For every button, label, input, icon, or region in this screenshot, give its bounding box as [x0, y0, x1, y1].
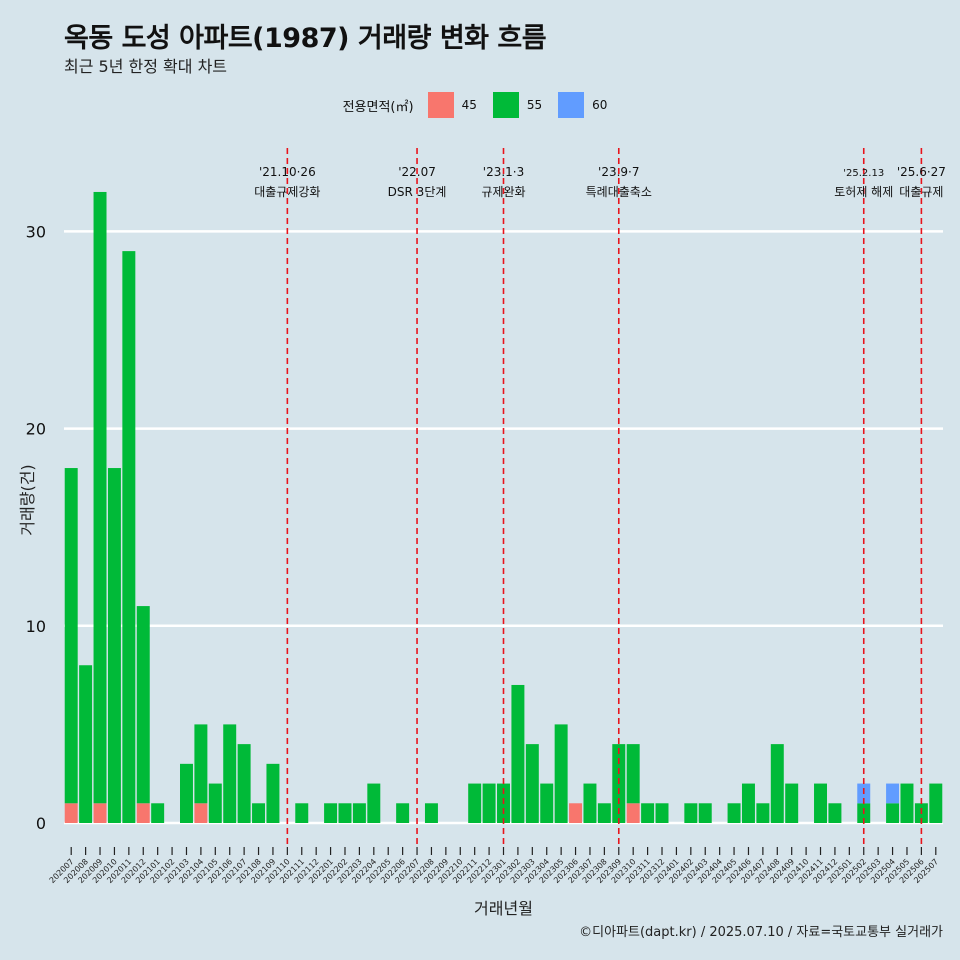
y-tick-label: 0: [36, 814, 46, 833]
y-tick-label: 20: [26, 420, 46, 439]
legend-swatch-55: [492, 92, 519, 118]
legend-label-45: 45: [461, 98, 477, 112]
event-desc-label: 대출규제강화: [254, 185, 320, 199]
bar-202007-45: [64, 803, 78, 823]
bar-202204-55: [367, 783, 381, 823]
legend-title: 전용면적(㎡): [342, 99, 414, 115]
bar-202104-45: [194, 803, 208, 823]
source-caption: ©디아파트(dapt.kr) / 2025.07.10 / 자료=국토교통부 실…: [579, 925, 943, 940]
bar-202407-55: [756, 803, 770, 823]
bar-202308-55: [597, 803, 611, 823]
bar-202202-55: [338, 803, 352, 823]
bar-202011-55: [122, 251, 136, 823]
event-date-label: '21.10·26: [259, 165, 316, 179]
bar-202009-55: [93, 191, 107, 804]
event-date-label: '22.07: [398, 165, 436, 179]
event-desc-label: 특례대출축소: [586, 185, 652, 199]
event-date-label: '23.1·3: [483, 165, 524, 179]
bar-202302-55: [511, 684, 525, 823]
bar-202111-55: [295, 803, 309, 823]
bar-202306-45: [569, 803, 583, 823]
bar-202412-55: [828, 803, 842, 823]
bar-202106-55: [223, 724, 237, 823]
legend-swatch-60: [558, 92, 585, 118]
event-desc-label: 대출규제: [899, 185, 943, 199]
bar-202107-55: [237, 744, 251, 823]
bar-202009-45: [93, 803, 107, 823]
bar-202206-55: [396, 803, 410, 823]
bar-202109-55: [266, 763, 280, 823]
x-axis-title: 거래년월: [474, 899, 533, 918]
event-date-label: '25.2.13: [843, 168, 884, 179]
y-tick-label: 10: [26, 617, 46, 636]
bar-202405-55: [727, 803, 741, 823]
legend: 전용면적(㎡) 45 55 60: [0, 92, 960, 118]
bar-202008-55: [79, 665, 93, 823]
legend-item-60: 60: [558, 92, 607, 118]
bar-202108-55: [252, 803, 266, 823]
bar-202304-55: [540, 783, 554, 823]
event-desc-label: 토허제 해제: [834, 185, 893, 199]
legend-item-45: 45: [427, 92, 477, 118]
legend-label-60: 60: [592, 98, 608, 112]
bar-202101-55: [151, 803, 165, 823]
bar-202103-55: [179, 763, 193, 823]
bar-202406-55: [741, 783, 755, 823]
bar-202303-55: [525, 744, 539, 823]
bar-202203-55: [352, 803, 366, 823]
bar-202211-55: [468, 783, 482, 823]
bar-202104-55: [194, 724, 208, 804]
bar-202012-55: [136, 606, 150, 804]
event-desc-label: 규제완화: [481, 185, 525, 199]
bar-202307-55: [583, 783, 597, 823]
y-tick-label: 30: [26, 222, 46, 241]
legend-swatch-45: [427, 92, 454, 118]
bar-202310-45: [626, 803, 640, 823]
bar-202504-60: [886, 783, 900, 804]
event-date-label: '25.6·27: [897, 165, 946, 179]
bar-202408-55: [770, 744, 784, 823]
legend-item-55: 55: [492, 92, 543, 118]
bar-202012-45: [136, 803, 150, 823]
bar-202505-55: [900, 783, 914, 823]
bar-202504-55: [886, 803, 900, 823]
bar-202403-55: [698, 803, 712, 823]
bar-202411-55: [814, 783, 828, 823]
bar-202507-55: [929, 783, 943, 823]
legend-label-55: 55: [526, 98, 543, 112]
bar-202007-55: [64, 468, 78, 804]
bar-202010-55: [107, 468, 121, 823]
bar-202310-55: [626, 744, 640, 804]
bar-202208-55: [424, 803, 438, 823]
bar-202305-55: [554, 724, 568, 823]
bar-202402-55: [684, 803, 698, 823]
chart-subtitle: 최근 5년 한정 확대 차트: [64, 57, 228, 76]
bar-202212-55: [482, 783, 496, 823]
chart-title: 옥동 도성 아파트(1987) 거래량 변화 흐름: [64, 23, 547, 54]
y-axis-title: 거래량(건): [18, 464, 37, 535]
event-desc-label: DSR 3단계: [388, 185, 447, 199]
bar-202409-55: [785, 783, 799, 823]
event-date-label: '23.9·7: [598, 165, 639, 179]
bar-202312-55: [655, 803, 669, 823]
bar-202201-55: [324, 803, 338, 823]
bar-202105-55: [208, 783, 222, 823]
bar-202311-55: [641, 803, 655, 823]
